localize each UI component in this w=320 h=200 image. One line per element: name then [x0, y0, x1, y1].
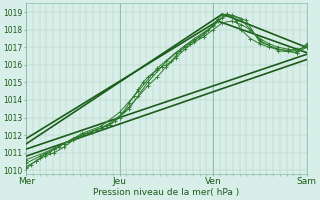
X-axis label: Pression niveau de la mer( hPa ): Pression niveau de la mer( hPa ): [93, 188, 239, 197]
